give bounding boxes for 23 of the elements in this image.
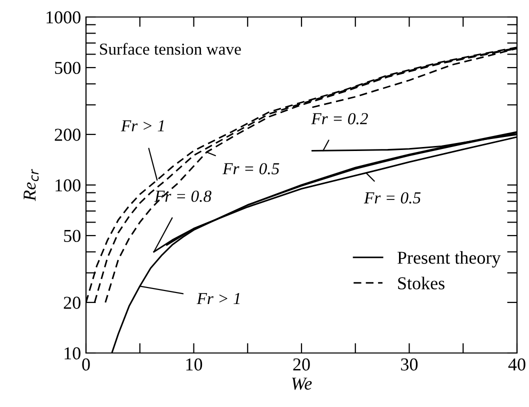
annotation: Fr = 0.5 (364, 192, 421, 204)
x-tick-label: 20 (293, 358, 310, 371)
x-tick-label: 0 (82, 358, 90, 371)
annotation: Fr > 1 (196, 293, 240, 304)
x-tick-label: 30 (401, 358, 418, 371)
legend-label: Stokes (398, 276, 444, 290)
annotation: Fr = 0.5 (222, 163, 280, 174)
y-axis-title: Re$_{cr}$ (24, 168, 39, 202)
annotation: Fr = 0.8 (154, 190, 212, 202)
y-tick-label: 1000 (46, 11, 80, 24)
x-tick-label: 10 (186, 358, 202, 371)
annotation: Fr = 0.2 (311, 113, 368, 124)
annotation: Surface tension wave (100, 42, 241, 55)
y-tick-label: 20 (64, 296, 80, 309)
y-tick-label: 50 (64, 230, 80, 242)
y-tick-label: 100 (56, 179, 80, 192)
y-tick-label: 10 (64, 347, 80, 360)
x-axis-title: We (292, 378, 312, 390)
legend-label: Present theory (397, 251, 501, 268)
annotation: Fr > 1 (120, 120, 164, 132)
x-tick-label: 40 (508, 358, 526, 371)
y-tick-label: 200 (54, 128, 80, 141)
y-tick-label: 500 (55, 62, 80, 74)
